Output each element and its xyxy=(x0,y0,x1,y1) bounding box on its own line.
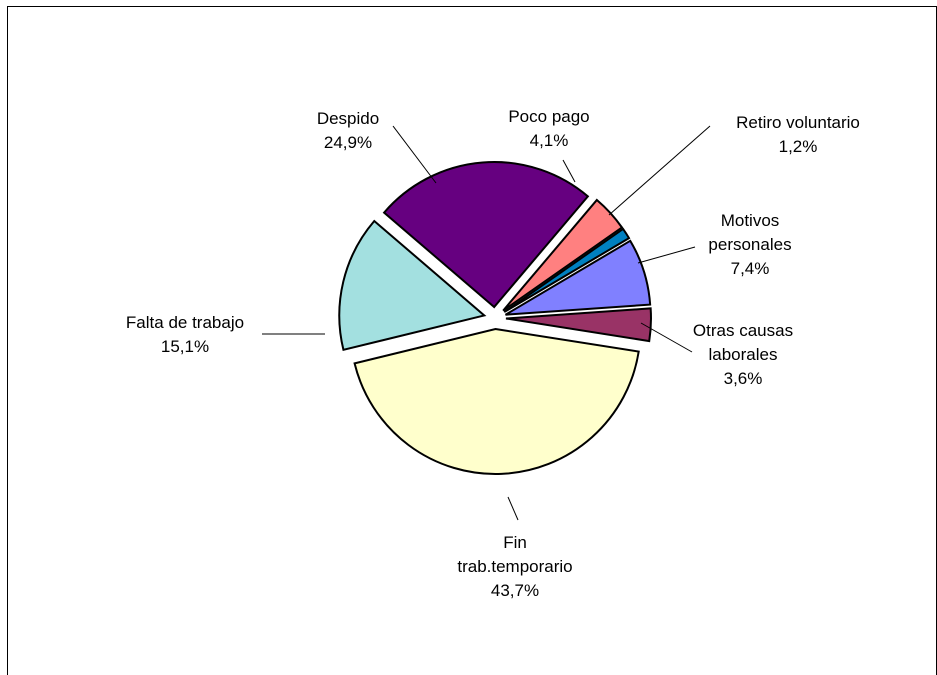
data-label: Otras causas laborales 3,6% xyxy=(693,321,793,388)
data-label-line: Falta de trabajo xyxy=(126,313,244,332)
data-label: Motivos personales 7,4% xyxy=(708,211,791,278)
data-label: Fin trab.temporario 43,7% xyxy=(457,533,572,600)
leader-line xyxy=(608,125,711,216)
data-label-line: 4,1% xyxy=(530,131,569,150)
data-label-line: 1,2% xyxy=(779,137,818,156)
data-label-line: 24,9% xyxy=(324,133,372,152)
data-label-line: Poco pago xyxy=(508,107,589,126)
leader-line xyxy=(507,496,519,521)
data-label-line: 3,6% xyxy=(724,369,763,388)
data-label-line: trab.temporario xyxy=(457,557,572,576)
data-label-line: laborales xyxy=(709,345,778,364)
pie-slice-motivos-personales xyxy=(504,239,652,316)
pie-slice-otras-causas-laborales xyxy=(505,307,652,343)
data-label-line: 7,4% xyxy=(731,259,770,278)
pie-slice-fin-trab-temporario xyxy=(353,327,640,475)
data-label-line: 15,1% xyxy=(161,337,209,356)
data-label: Despido 24,9% xyxy=(317,109,379,152)
leader-line xyxy=(637,246,696,264)
data-label: Falta de trabajo 15,1% xyxy=(126,313,244,356)
data-label-line: 43,7% xyxy=(491,581,539,600)
data-label: Retiro voluntario 1,2% xyxy=(736,113,860,156)
leader-line xyxy=(640,322,693,353)
data-label-line: Despido xyxy=(317,109,379,128)
pie-slices xyxy=(338,161,652,475)
data-label-line: Retiro voluntario xyxy=(736,113,860,132)
leader-line xyxy=(562,159,576,183)
data-label-line: Fin xyxy=(503,533,527,552)
data-label: Poco pago 4,1% xyxy=(508,107,589,150)
pie-slice-falta-de-trabajo xyxy=(338,219,487,352)
pie-slice-despido xyxy=(382,161,590,309)
data-label-line: Otras causas xyxy=(693,321,793,340)
slice-labels: Fin trab.temporario 43,7% Falta de trabajo 1… xyxy=(126,107,860,600)
data-label-line: Motivos xyxy=(721,211,780,230)
data-label-line: personales xyxy=(708,235,791,254)
leader-line xyxy=(392,125,437,184)
pie-slice-retiro-voluntario xyxy=(503,227,631,313)
pie-slice-poco-pago xyxy=(502,198,624,312)
